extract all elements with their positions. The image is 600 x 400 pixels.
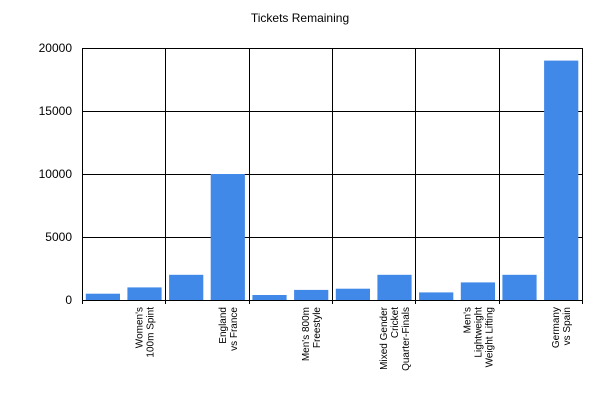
y-tick-label-2: 10000 — [39, 167, 73, 181]
y-tick-label-0: 0 — [65, 293, 72, 307]
y-tick-label-3: 15000 — [39, 104, 73, 118]
x-tick-label-11: Germanyvs Spain — [551, 307, 573, 348]
x-tick-label-3: Englandvs France — [218, 307, 240, 351]
bar-9 — [460, 282, 495, 300]
bar-7 — [377, 274, 412, 300]
chart-title: Tickets Remaining — [250, 11, 350, 25]
bar-6 — [335, 288, 370, 300]
y-tick-label-4: 20000 — [39, 41, 73, 55]
x-tick-label-1: Women's100m Spint — [135, 307, 157, 358]
y-tick-label-1: 5000 — [45, 230, 72, 244]
bar-1 — [127, 287, 162, 300]
bar-0 — [85, 293, 120, 300]
bar-3 — [210, 174, 245, 300]
bar-11 — [544, 60, 579, 300]
x-tick-label-7: Mixed GenderCricketQuarter-Finals — [379, 306, 412, 371]
bar-8 — [419, 292, 454, 300]
x-tick-label-9: Men'sLightweightWeight Lifting — [462, 307, 495, 368]
bar-2 — [169, 274, 204, 300]
bar-4 — [252, 295, 287, 300]
x-tick-label-5: Men's 800mFreestyle — [301, 307, 323, 362]
bar-5 — [294, 289, 329, 300]
bar-10 — [502, 274, 537, 300]
